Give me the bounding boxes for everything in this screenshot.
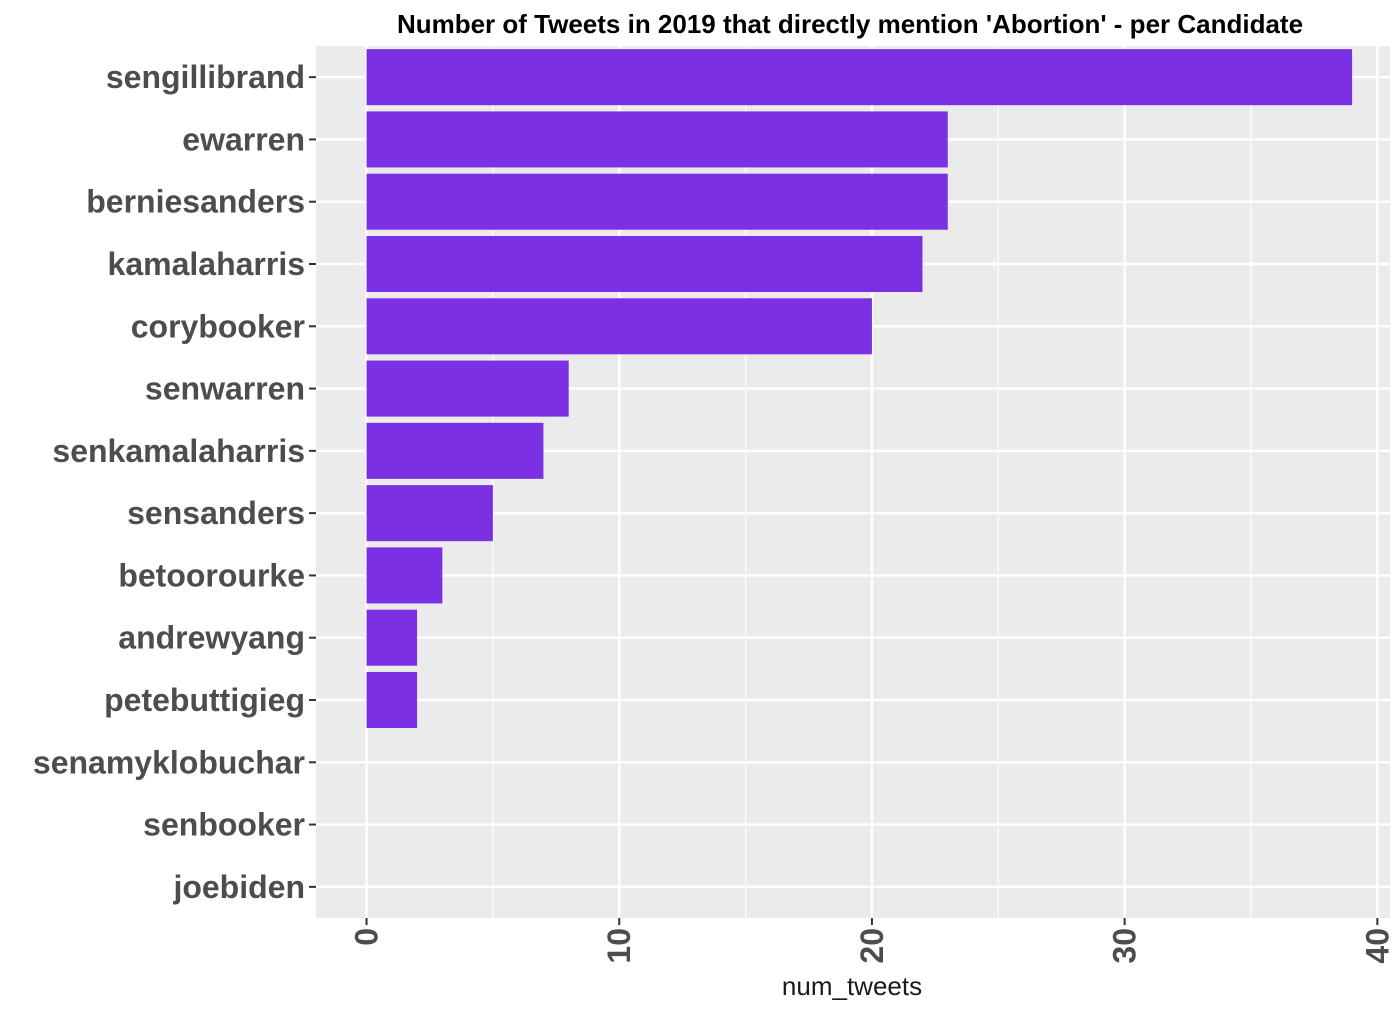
bar-berniesanders (366, 173, 948, 230)
x-tick-label: 40 (1359, 928, 1395, 964)
y-tick-label: sengillibrand (106, 59, 305, 95)
bars (366, 49, 1353, 729)
x-axis-title: num_tweets (782, 971, 922, 1001)
x-axis: 0 10 20 30 40 (349, 918, 1395, 964)
y-tick-label: ewarren (182, 121, 305, 157)
y-tick-label: betoorourke (118, 557, 305, 593)
bar-senkamalaharris (366, 422, 544, 479)
bar-sengillibrand (366, 49, 1353, 106)
y-tick-label: senbooker (143, 807, 305, 843)
bar-ewarren (366, 111, 948, 168)
y-tick-label: corybooker (131, 308, 305, 344)
y-tick-label: kamalaharris (108, 246, 305, 282)
y-tick-label: andrewyang (118, 620, 305, 656)
x-tick-label: 0 (349, 928, 385, 946)
y-tick-label: petebuttigieg (104, 682, 305, 718)
y-tick-label: berniesanders (86, 184, 305, 220)
bar-corybooker (366, 298, 872, 355)
bar-petebuttigieg (366, 671, 418, 729)
y-axis: sengillibrand ewarren berniesanders kamalah… (33, 59, 316, 905)
bar-kamalaharris (366, 235, 923, 293)
x-tick-label: 30 (1107, 928, 1143, 964)
bar-sensanders (366, 485, 493, 542)
y-tick-label: senkamalaharris (52, 433, 305, 469)
bar-andrewyang (366, 609, 418, 666)
y-tick-label: sensanders (127, 495, 305, 531)
x-tick-label: 10 (601, 928, 637, 964)
chart-title: Number of Tweets in 2019 that directly m… (397, 9, 1303, 39)
bar-betoorourke (366, 547, 443, 604)
x-tick-label: 20 (854, 928, 890, 964)
y-tick-label: joebiden (172, 869, 305, 905)
y-tick-label: senamyklobuchar (33, 744, 305, 780)
y-tick-label: senwarren (145, 371, 305, 407)
bar-senwarren (366, 360, 569, 417)
